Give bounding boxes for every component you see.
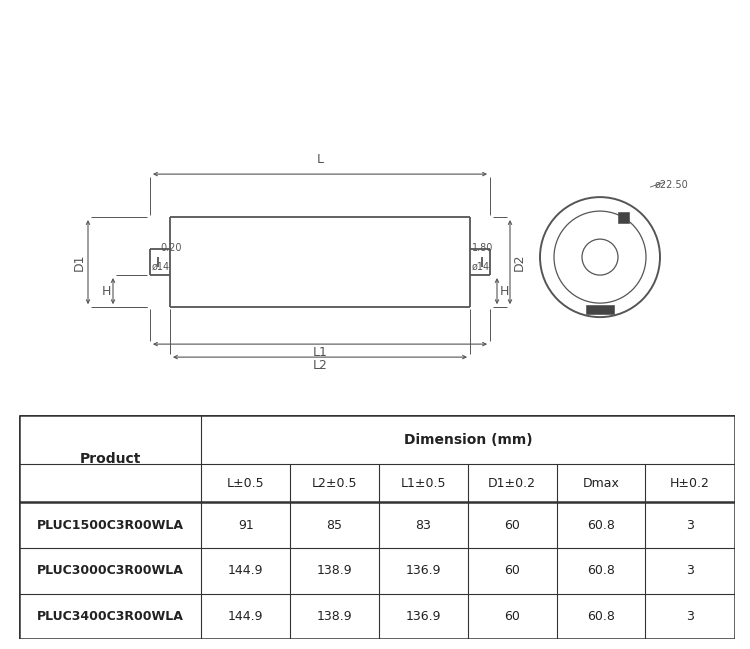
Text: PLUC1500C3R00WLA: PLUC1500C3R00WLA [37,519,184,532]
Text: L1: L1 [313,346,328,359]
Text: L: L [316,153,323,166]
Bar [618,212,629,223]
Bar [586,305,614,314]
Text: 85: 85 [326,519,343,532]
Text: D2: D2 [512,253,526,271]
Text: 136.9: 136.9 [406,610,441,623]
Text: Dimension (mm): Dimension (mm) [404,433,532,447]
Text: ø14: ø14 [472,262,490,272]
Text: 3: 3 [686,519,694,532]
Text: ø14: ø14 [152,262,170,272]
Text: 60: 60 [504,519,520,532]
Text: 60.8: 60.8 [587,564,615,577]
Text: L2±0.5: L2±0.5 [312,477,357,490]
Text: 136.9: 136.9 [406,564,441,577]
Text: 91: 91 [238,519,254,532]
Text: PLUC3000C3R00WLA: PLUC3000C3R00WLA [37,564,184,577]
Text: 0.20: 0.20 [160,243,182,253]
Text: 60: 60 [504,610,520,623]
Text: ø22.50: ø22.50 [655,180,688,190]
Text: H: H [101,285,111,298]
Text: 83: 83 [416,519,431,532]
Text: 60.8: 60.8 [587,610,615,623]
Text: H±0.2: H±0.2 [670,477,710,490]
Text: H: H [500,285,508,298]
Text: 3: 3 [686,564,694,577]
Text: 138.9: 138.9 [316,564,352,577]
Text: 60: 60 [504,564,520,577]
Text: Dmax: Dmax [583,477,620,490]
Text: PLUC3400C3R00WLA: PLUC3400C3R00WLA [37,610,184,623]
Text: 144.9: 144.9 [228,610,263,623]
Text: 60.8: 60.8 [587,519,615,532]
Text: 138.9: 138.9 [316,610,352,623]
Text: L1±0.5: L1±0.5 [400,477,446,490]
Text: L±0.5: L±0.5 [227,477,265,490]
Text: L2: L2 [313,359,328,372]
Text: 1.80: 1.80 [472,243,494,253]
Text: 3: 3 [686,610,694,623]
Text: Construction and Dimensions: Construction and Dimensions [99,31,651,64]
Text: D1: D1 [73,253,86,271]
Text: 144.9: 144.9 [228,564,263,577]
Text: D1±0.2: D1±0.2 [488,477,536,490]
Text: Product: Product [80,452,141,466]
